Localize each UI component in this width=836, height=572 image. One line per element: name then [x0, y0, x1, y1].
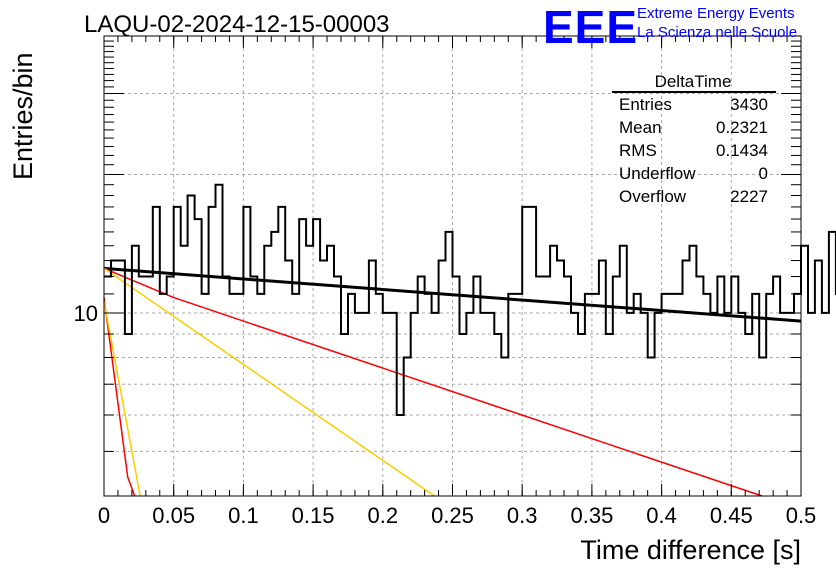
histogram-bars	[104, 183, 836, 416]
eee-line-2: La Scienza nelle Scuole	[637, 24, 798, 41]
fit-curve	[103, 267, 763, 497]
chart-title: LAQU-02-2024-12-15-00003	[84, 11, 390, 38]
y-axis-label: Entries/bin	[8, 52, 38, 180]
eee-logo: EEE	[543, 1, 639, 53]
x-tick-label: 0.4	[646, 503, 677, 528]
fit-curve	[103, 301, 141, 497]
stats-value-entries: 3430	[730, 95, 768, 114]
x-tick-label: 0.45	[710, 503, 753, 528]
x-tick-label: 0.5	[786, 503, 817, 528]
eee-line-1: Extreme Energy Events	[637, 5, 795, 22]
fit-curve	[103, 267, 435, 497]
x-tick-label: 0	[98, 503, 110, 528]
stats-label-mean: Mean	[619, 118, 662, 137]
x-tick-label: 0.2	[368, 503, 399, 528]
y-tick-label: 10	[74, 301, 98, 326]
stats-value-rms: 0.1434	[716, 141, 768, 160]
fit-curve	[103, 266, 802, 323]
stats-label-entries: Entries	[619, 95, 672, 114]
axes: 0 0.05 0.1 0.15 0.2 0.25 0.3 0.35 0.4 0.45 0.5 10	[74, 35, 817, 528]
stats-value-overflow: 2227	[730, 187, 768, 206]
stats-value-mean: 0.2321	[716, 118, 768, 137]
stats-label-underflow: Underflow	[619, 164, 696, 183]
stats-title: DeltaTime	[655, 72, 732, 91]
stats-label-rms: RMS	[619, 141, 657, 160]
x-tick-label: 0.1	[228, 503, 259, 528]
x-axis-label: Time difference [s]	[580, 535, 801, 565]
x-tick-label: 0.15	[292, 503, 335, 528]
x-tick-label: 0.05	[152, 503, 195, 528]
x-tick-label: 0.25	[431, 503, 474, 528]
stats-label-overflow: Overflow	[619, 187, 687, 206]
grid	[104, 36, 801, 496]
stats-box: DeltaTime Entries 3430 Mean 0.2321 RMS 0…	[612, 72, 776, 206]
eee-branding-text: Extreme Energy Events La Scienza nelle S…	[637, 4, 797, 42]
x-tick-label: 0.35	[570, 503, 613, 528]
x-tick-label: 0.3	[507, 503, 538, 528]
stats-value-underflow: 0	[759, 164, 768, 183]
